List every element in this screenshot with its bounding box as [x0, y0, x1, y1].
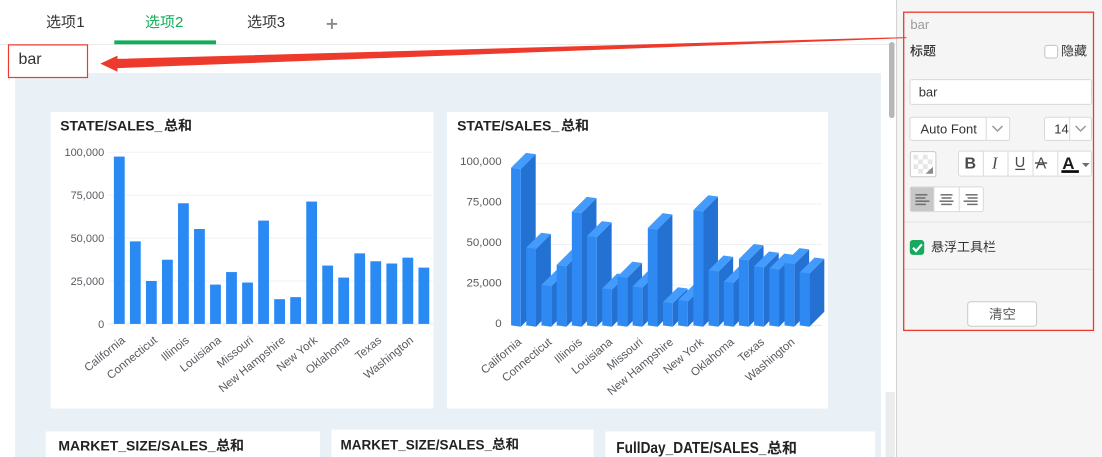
svg-text:Auto Font: Auto Font [921, 121, 978, 136]
svg-text:B: B [965, 156, 977, 173]
svg-text:STATE/SALES_: STATE/SALES_ [60, 118, 162, 134]
svg-text:25,000: 25,000 [466, 277, 501, 289]
svg-text:MARKET_SIZE/SALES_: MARKET_SIZE/SALES_ [58, 438, 215, 454]
svg-text:14: 14 [1054, 121, 1068, 136]
svg-text:0: 0 [98, 319, 104, 331]
svg-text:I: I [991, 153, 999, 172]
svg-text:75,000: 75,000 [70, 190, 104, 202]
svg-text:U: U [1015, 155, 1025, 171]
svg-text:2: 2 [175, 14, 183, 31]
svg-text:A: A [1036, 155, 1047, 172]
svg-text:STATE/SALES_: STATE/SALES_ [457, 118, 559, 134]
svg-text:75,000: 75,000 [466, 197, 501, 209]
svg-text:bar: bar [19, 51, 43, 68]
svg-text:100,000: 100,000 [460, 156, 502, 168]
svg-text:1: 1 [76, 14, 84, 31]
svg-text:0: 0 [495, 318, 501, 330]
svg-text:FullDay_DATE/SALES_: FullDay_DATE/SALES_ [616, 440, 766, 457]
svg-text:50,000: 50,000 [70, 233, 104, 245]
svg-text:MARKET_SIZE/SALES_: MARKET_SIZE/SALES_ [341, 437, 493, 452]
svg-text:25,000: 25,000 [70, 276, 104, 288]
svg-text:3: 3 [277, 14, 285, 31]
svg-text:bar: bar [910, 17, 929, 32]
svg-text:A: A [1062, 154, 1074, 173]
svg-text:bar: bar [919, 85, 938, 100]
svg-text:50,000: 50,000 [466, 237, 501, 249]
svg-text:100,000: 100,000 [64, 147, 104, 159]
